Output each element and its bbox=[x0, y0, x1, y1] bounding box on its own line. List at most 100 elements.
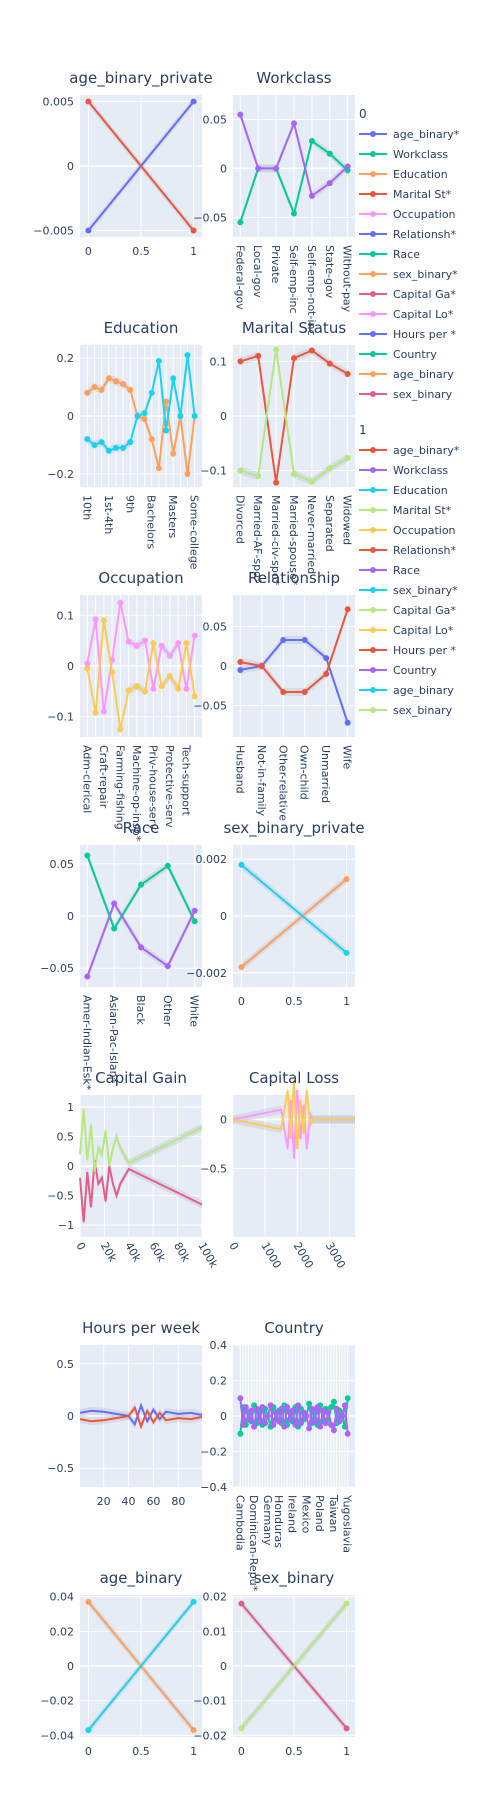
series-line[interactable] bbox=[240, 864, 348, 954]
data-point[interactable] bbox=[183, 640, 190, 647]
legend-item-sex-binary[interactable]: sex_binary* bbox=[359, 268, 458, 281]
data-point[interactable] bbox=[323, 655, 330, 662]
legend-item-education[interactable]: Education bbox=[359, 484, 448, 497]
data-point[interactable] bbox=[343, 876, 350, 883]
data-point[interactable] bbox=[343, 1725, 350, 1732]
data-point[interactable] bbox=[158, 683, 165, 690]
data-point[interactable] bbox=[190, 1727, 197, 1734]
series-line[interactable] bbox=[87, 100, 195, 232]
legend-item-occupation[interactable]: Occupation bbox=[359, 524, 456, 537]
data-point[interactable] bbox=[308, 138, 315, 145]
data-point[interactable] bbox=[301, 689, 308, 696]
legend-item-capital-lo[interactable]: Capital Lo* bbox=[359, 308, 454, 321]
data-point[interactable] bbox=[291, 355, 297, 362]
legend-item-workclass[interactable]: Workclass bbox=[359, 464, 448, 477]
data-point[interactable] bbox=[238, 1725, 245, 1732]
data-point[interactable] bbox=[267, 1402, 274, 1409]
legend-item-workclass[interactable]: Workclass bbox=[359, 148, 448, 161]
data-point[interactable] bbox=[138, 944, 144, 951]
data-point[interactable] bbox=[344, 606, 351, 613]
data-point[interactable] bbox=[256, 1418, 263, 1425]
data-point[interactable] bbox=[258, 663, 265, 669]
data-point[interactable] bbox=[105, 375, 112, 382]
data-point[interactable] bbox=[301, 636, 308, 643]
data-point[interactable] bbox=[133, 683, 140, 690]
series-line[interactable] bbox=[79, 1402, 203, 1427]
data-point[interactable] bbox=[190, 1598, 197, 1605]
data-point[interactable] bbox=[343, 949, 350, 956]
data-point[interactable] bbox=[164, 963, 171, 970]
data-point[interactable] bbox=[295, 1402, 302, 1409]
legend-item-capital-ga[interactable]: Capital Ga* bbox=[359, 288, 456, 301]
data-point[interactable] bbox=[163, 427, 170, 434]
data-point[interactable] bbox=[112, 378, 119, 385]
data-point[interactable] bbox=[148, 389, 155, 396]
series-line[interactable] bbox=[79, 1405, 203, 1430]
data-point[interactable] bbox=[255, 165, 262, 172]
data-point[interactable] bbox=[158, 642, 165, 649]
data-point[interactable] bbox=[275, 1418, 282, 1425]
data-point[interactable] bbox=[84, 660, 91, 667]
data-point[interactable] bbox=[170, 375, 177, 382]
data-point[interactable] bbox=[84, 852, 91, 859]
data-point[interactable] bbox=[326, 360, 333, 367]
data-point[interactable] bbox=[255, 352, 262, 359]
data-point[interactable] bbox=[91, 384, 98, 391]
data-point[interactable] bbox=[98, 439, 105, 446]
data-point[interactable] bbox=[163, 398, 170, 405]
data-point[interactable] bbox=[127, 439, 134, 446]
series-line[interactable] bbox=[86, 354, 196, 453]
data-point[interactable] bbox=[142, 688, 149, 695]
series-line[interactable] bbox=[240, 878, 348, 968]
legend-item-education[interactable]: Education bbox=[359, 168, 448, 181]
data-point[interactable] bbox=[273, 346, 280, 353]
data-point[interactable] bbox=[125, 687, 132, 694]
series-line[interactable] bbox=[232, 1080, 355, 1149]
data-point[interactable] bbox=[117, 599, 124, 606]
data-point[interactable] bbox=[325, 1409, 332, 1416]
data-point[interactable] bbox=[138, 881, 144, 888]
data-point[interactable] bbox=[164, 862, 171, 869]
data-point[interactable] bbox=[280, 689, 287, 696]
data-point[interactable] bbox=[190, 227, 197, 234]
data-point[interactable] bbox=[303, 1413, 310, 1419]
data-point[interactable] bbox=[84, 389, 91, 396]
data-point[interactable] bbox=[191, 907, 198, 914]
data-point[interactable] bbox=[344, 370, 351, 377]
data-point[interactable] bbox=[155, 357, 162, 364]
data-point[interactable] bbox=[330, 1398, 337, 1405]
legend-item-race[interactable]: Race bbox=[359, 248, 420, 261]
data-point[interactable] bbox=[141, 415, 148, 422]
data-point[interactable] bbox=[85, 98, 92, 105]
data-point[interactable] bbox=[237, 219, 244, 226]
data-point[interactable] bbox=[238, 1600, 245, 1607]
legend-item-marital-st[interactable]: Marital St* bbox=[359, 504, 452, 517]
data-point[interactable] bbox=[85, 1727, 92, 1734]
legend-item-hours-per[interactable]: Hours per * bbox=[359, 644, 456, 657]
legend-item-country[interactable]: Country bbox=[359, 348, 437, 361]
data-point[interactable] bbox=[344, 1430, 351, 1437]
series-line[interactable] bbox=[79, 1109, 203, 1173]
data-point[interactable] bbox=[336, 1418, 343, 1425]
data-point[interactable] bbox=[242, 1404, 249, 1411]
data-point[interactable] bbox=[330, 1427, 337, 1434]
data-point[interactable] bbox=[255, 473, 262, 480]
data-point[interactable] bbox=[120, 444, 127, 451]
data-point[interactable] bbox=[191, 413, 198, 419]
data-point[interactable] bbox=[306, 1400, 313, 1407]
legend-item-marital-st[interactable]: Marital St* bbox=[359, 188, 452, 201]
data-point[interactable] bbox=[84, 436, 91, 443]
data-point[interactable] bbox=[292, 1421, 299, 1428]
data-point[interactable] bbox=[183, 685, 190, 692]
data-point[interactable] bbox=[297, 1420, 304, 1427]
data-point[interactable] bbox=[273, 165, 280, 172]
data-point[interactable] bbox=[326, 150, 333, 157]
data-point[interactable] bbox=[245, 1416, 252, 1423]
legend-item-sex-binary[interactable]: sex_binary* bbox=[359, 584, 458, 597]
data-point[interactable] bbox=[322, 1420, 329, 1427]
data-point[interactable] bbox=[306, 1425, 313, 1432]
data-point[interactable] bbox=[175, 685, 182, 692]
data-point[interactable] bbox=[191, 632, 198, 639]
data-point[interactable] bbox=[150, 685, 157, 692]
data-point[interactable] bbox=[170, 450, 177, 457]
